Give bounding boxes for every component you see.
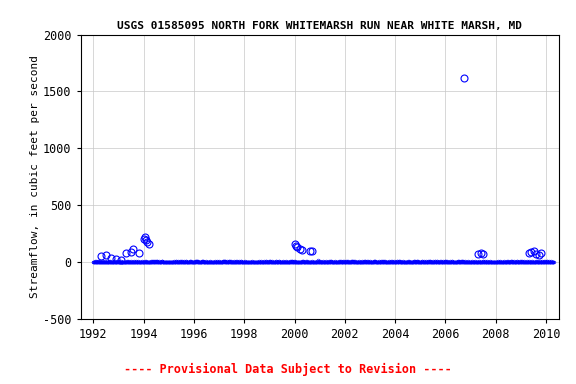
Y-axis label: Streamflow, in cubic feet per second: Streamflow, in cubic feet per second	[31, 55, 40, 298]
Text: ---- Provisional Data Subject to Revision ----: ---- Provisional Data Subject to Revisio…	[124, 363, 452, 376]
Title: USGS 01585095 NORTH FORK WHITEMARSH RUN NEAR WHITE MARSH, MD: USGS 01585095 NORTH FORK WHITEMARSH RUN …	[117, 21, 522, 31]
